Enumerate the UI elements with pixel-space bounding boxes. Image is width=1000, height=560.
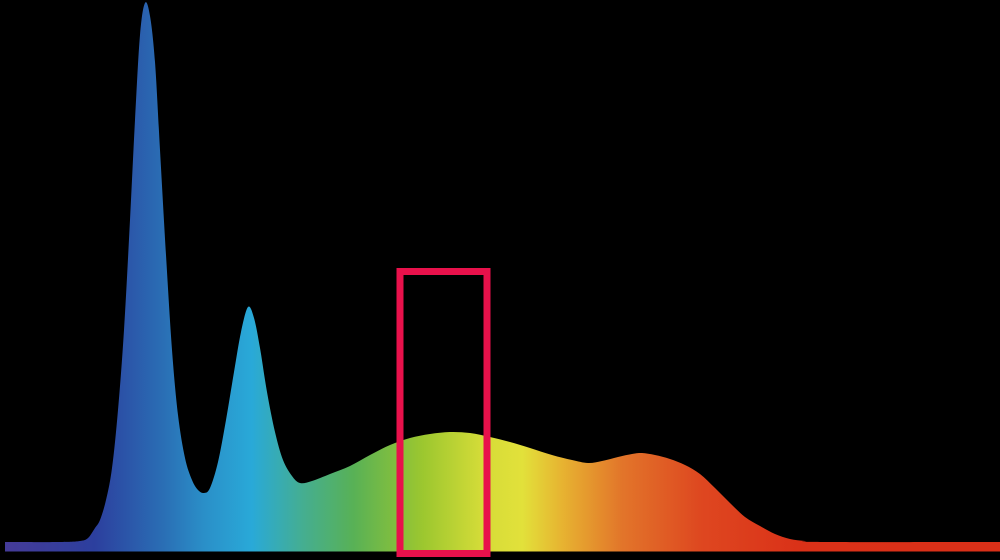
spectrum-area-curve: [5, 2, 1000, 552]
highlight-box: [396, 268, 491, 557]
